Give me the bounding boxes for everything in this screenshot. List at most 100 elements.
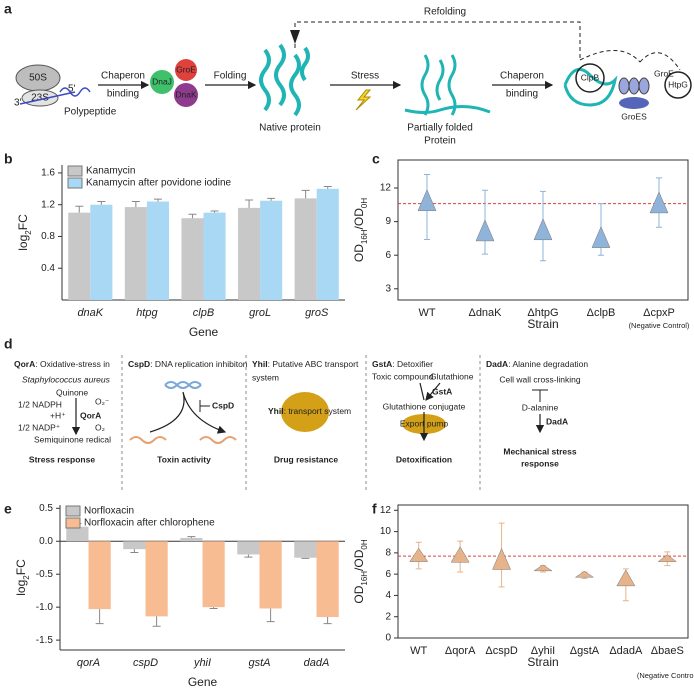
x-tick-label: ΔqorA: [445, 645, 476, 657]
x-axis-label: Strain: [527, 317, 558, 331]
label: D-alanine: [522, 402, 559, 412]
label: 1/2 NADPH: [18, 399, 62, 409]
panel-label: e: [4, 501, 12, 517]
label: Semiquinone redical: [34, 434, 111, 444]
x-axis-label: Strain: [527, 655, 558, 669]
label: Staphylococcus aureus: [22, 374, 111, 384]
bar: [259, 541, 282, 609]
y-tick-label: 0.5: [39, 503, 53, 514]
y-tick-label: 1.2: [41, 199, 55, 210]
y-tick-label: 9: [385, 216, 391, 227]
x-tick-label: htpg: [136, 307, 158, 319]
bar: [68, 212, 91, 300]
label: +H⁺: [50, 410, 66, 420]
y-tick-label: 0.8: [41, 231, 55, 242]
y-tick-label: 0: [385, 633, 391, 644]
lightning: [355, 89, 372, 111]
violin: [574, 570, 595, 578]
bar: [146, 201, 169, 300]
chaperone: [628, 77, 640, 95]
diagram-d: QorA: Oxidative-stress in Staphylococcus…: [14, 355, 588, 490]
x-tick-label: WT: [418, 307, 435, 319]
legend-label: Kanamycin after povidone iodine: [86, 178, 232, 189]
violin: [450, 546, 470, 563]
legend-swatch: [65, 505, 81, 517]
y-axis-label: log2FC: [16, 214, 32, 251]
y-label-part: /OD: [352, 208, 366, 230]
panel-label: f: [372, 501, 377, 517]
violin: [533, 218, 553, 241]
label: QorA: [80, 410, 101, 420]
y-label-part: FC: [16, 214, 30, 230]
x-tick-label: WT: [410, 645, 427, 657]
panel-label: d: [4, 336, 13, 352]
y-tick-label: -1.0: [36, 602, 54, 613]
label: DnaJ: [152, 76, 172, 86]
y-label-part: 2: [22, 575, 31, 580]
label: binding: [107, 89, 139, 100]
violin: [649, 191, 669, 214]
bar: [202, 541, 225, 608]
bar: [180, 537, 203, 542]
label: binding: [506, 89, 538, 100]
violin: [657, 554, 678, 562]
label: DadA: [546, 416, 568, 426]
error-bar: [323, 617, 332, 625]
box-footer: Mechanical stress: [503, 446, 577, 456]
y-tick-label: 4: [385, 590, 391, 601]
x-tick-label: dadA: [304, 657, 330, 669]
x-tick-label: ΔyhiI: [531, 645, 555, 657]
y-tick-label: 6: [385, 569, 391, 580]
label: GroE: [176, 64, 196, 74]
bar: [316, 188, 339, 300]
label: 50S: [29, 73, 47, 84]
error-bar: [245, 199, 254, 208]
x-tick-label: gstA: [248, 657, 270, 669]
bar: [260, 200, 283, 300]
x-tick-label: ΔcpxP: [643, 307, 675, 319]
refold-path: [294, 21, 581, 60]
x-tick-label: ΔcspD: [485, 645, 517, 657]
label: Partially folded: [407, 123, 473, 134]
label: ClpB: [581, 72, 600, 82]
box-footer: Stress response: [29, 454, 95, 464]
diagram-a: Refolding 50S 23S 3' 5' Polypeptide Chap…: [14, 7, 692, 147]
protein: [404, 54, 491, 116]
label: GroES: [621, 111, 647, 121]
bar: [88, 541, 111, 610]
plot-frame: [397, 504, 689, 639]
y-tick-label: 0.4: [41, 263, 55, 274]
error-bar: [188, 213, 197, 219]
legend-swatch: [67, 177, 83, 189]
box-footer: Toxin activity: [157, 454, 211, 464]
x-tick-label: yhiI: [193, 657, 211, 669]
chaperone: [619, 97, 649, 109]
error-bar: [131, 201, 140, 208]
dna: [129, 436, 237, 444]
inhibit: [532, 389, 548, 402]
y-label-part: log: [14, 580, 28, 596]
x-tick-label: dnaK: [77, 307, 103, 319]
error-bar: [97, 201, 106, 205]
y-label-part: 16H: [360, 229, 369, 244]
chaperone: [174, 83, 198, 107]
x-tick-label: clpB: [193, 307, 214, 319]
y-tick-label: 12: [380, 183, 392, 194]
label: 23S: [31, 93, 49, 104]
box-footer: Drug resistance: [274, 454, 339, 464]
y-tick-label: 3: [385, 283, 391, 294]
y-tick-label: 6: [385, 250, 391, 261]
label: YhiI: transport system: [268, 406, 351, 416]
label: Glutathione: [430, 371, 474, 381]
protein: [563, 67, 618, 107]
label: Refolding: [424, 7, 466, 18]
x-tick-label: ΔdadA: [609, 645, 643, 657]
y-tick-label: 0.0: [39, 536, 53, 547]
violin: [533, 564, 553, 572]
box-title: GstA: Detoxifier: [372, 359, 433, 369]
arrow: [290, 30, 300, 44]
error-bar: [267, 197, 276, 201]
label: 5': [68, 84, 76, 95]
label: 1/2 NADP⁺: [18, 422, 61, 432]
